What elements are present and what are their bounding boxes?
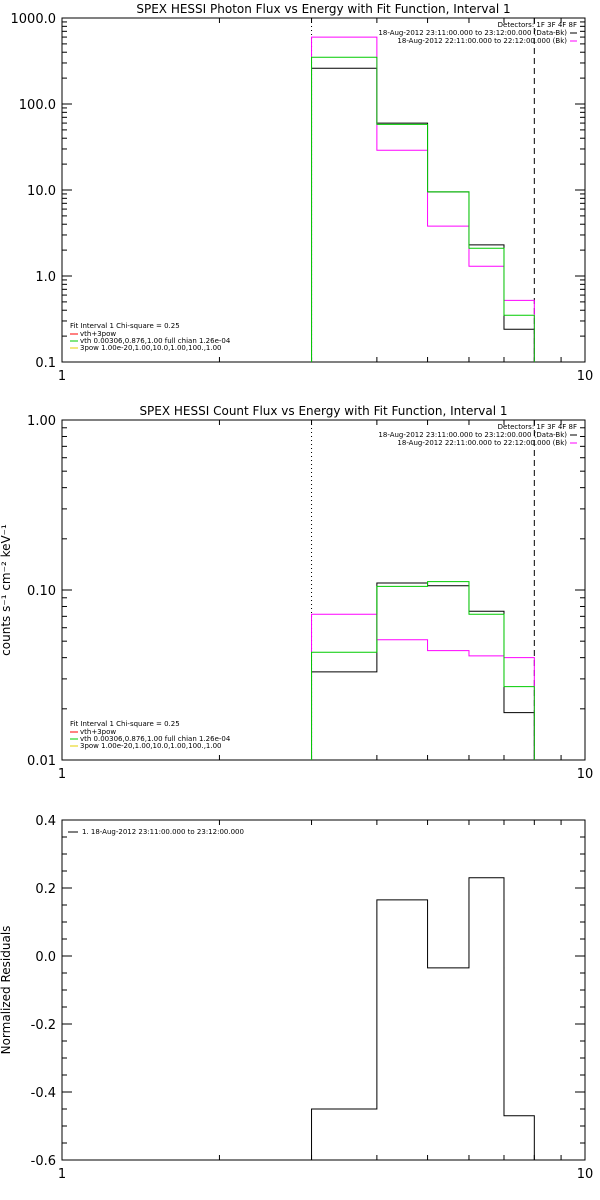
legend-entry: 18-Aug-2012 22:11:00.000 to 22:12:00.000… — [397, 37, 567, 45]
y-tick-label: 10.0 — [27, 184, 56, 199]
legend-entry: 1. 18-Aug-2012 23:11:00.000 to 23:12:00.… — [82, 828, 244, 836]
fit-legend-header: Fit Interval 1 Chi-square = 0.25 — [70, 720, 180, 728]
fit-legend-entry: vth+3pow — [80, 728, 116, 736]
chart-panel-3: Normalized Residuals 1 10 0.4 0.2 0.0 -0.2 -0.4… — [0, 814, 593, 1182]
chart-title: SPEX HESSI Count Flux vs Energy with Fit… — [139, 404, 507, 418]
legend-entry: 18-Aug-2012 22:11:00.000 to 22:12:00.000… — [397, 439, 567, 447]
fit-legend-header: Fit Interval 1 Chi-square = 0.25 — [70, 322, 180, 330]
x-tick-label: 10 — [577, 1167, 594, 1182]
y-tick-label: -0.4 — [31, 1086, 56, 1101]
y-tick-label: 0.0 — [35, 950, 56, 965]
fit-legend-entry: vth 0.00306,0.876,1.00 full chian 1.26e-… — [80, 337, 231, 345]
x-tick-label: 10 — [577, 369, 594, 384]
y-tick-label: 100.0 — [19, 98, 56, 113]
fit-legend-entry: 3pow 1.00e-20,1.00,10.0,1.00,100.,1.00 — [80, 344, 222, 352]
chart-title: SPEX HESSI Photon Flux vs Energy with Fi… — [136, 2, 510, 16]
x-tick-label: 10 — [577, 767, 594, 782]
plot-frame — [61, 419, 586, 761]
fit-legend-entry: vth 0.00306,0.876,1.00 full chian 1.26e-… — [80, 735, 231, 743]
y-tick-label: -0.6 — [31, 1154, 56, 1169]
detectors-label: Detectors: 1F 3F 4F 8F — [498, 423, 577, 431]
y-tick-label: 1000.0 — [11, 12, 57, 27]
y-tick-label: 0.01 — [27, 754, 56, 769]
data-series-1 — [311, 67, 535, 362]
data-series-2 — [311, 613, 535, 760]
data-series-1 — [311, 582, 535, 760]
legend-entry: 18-Aug-2012 23:11:00.000 to 23:12:00.000… — [378, 431, 567, 439]
y-axis-label: Normalized Residuals — [0, 926, 13, 1055]
plot-frame — [61, 17, 586, 363]
fit-legend-entry: vth+3pow — [80, 330, 116, 338]
legend-entry: 18-Aug-2012 23:11:00.000 to 23:12:00.000… — [378, 29, 567, 37]
y-tick-label: 1.0 — [35, 270, 56, 285]
data-series-3 — [311, 56, 535, 362]
x-tick-label: 1 — [58, 767, 66, 782]
y-tick-label: 1.00 — [27, 414, 56, 429]
y-tick-label: 0.1 — [35, 356, 56, 371]
chart-panel-1: SPEX HESSI Photon Flux vs Energy with Fi… — [11, 2, 594, 384]
y-tick-label: 0.4 — [35, 814, 56, 829]
chart-panel-2: SPEX HESSI Count Flux vs Energy with Fit… — [0, 404, 593, 782]
y-tick-label: 0.10 — [27, 584, 56, 599]
data-series-3 — [311, 581, 535, 760]
y-tick-label: 0.2 — [35, 882, 56, 897]
y-tick-label: -0.2 — [31, 1018, 56, 1033]
x-tick-label: 1 — [58, 1167, 66, 1182]
data-series-2 — [311, 36, 535, 362]
y-axis-label: counts s⁻¹ cm⁻² keV⁻¹ — [0, 524, 13, 656]
data-series-1 — [311, 877, 535, 1160]
detectors-label: Detectors: 1F 3F 4F 8F — [498, 21, 577, 29]
x-tick-label: 1 — [58, 369, 66, 384]
fit-legend-entry: 3pow 1.00e-20,1.00,10.0,1.00,100.,1.00 — [80, 742, 222, 750]
